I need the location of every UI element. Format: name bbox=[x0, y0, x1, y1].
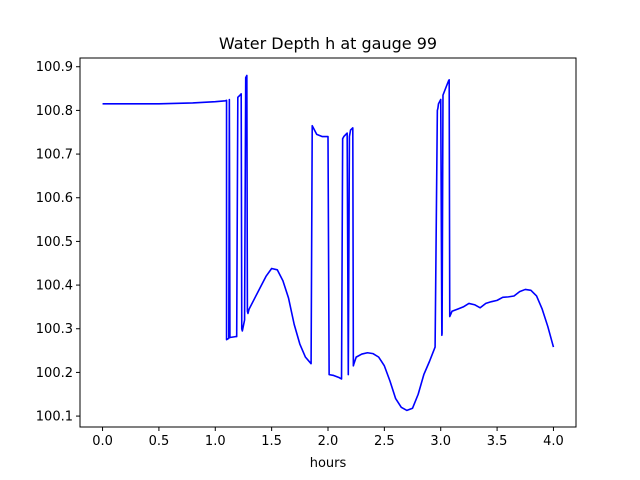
x-tick-label: 0.0 bbox=[92, 434, 113, 449]
x-tick-label: 2.5 bbox=[374, 434, 395, 449]
plot-frame bbox=[79, 57, 577, 428]
chart-title: Water Depth h at gauge 99 bbox=[219, 34, 437, 53]
x-tick-label: 0.5 bbox=[149, 434, 170, 449]
y-tick-label: 100.9 bbox=[36, 60, 73, 75]
x-tick-label: 2.0 bbox=[318, 434, 339, 449]
series-line-0 bbox=[102, 74, 555, 412]
y-tick-label: 100.6 bbox=[36, 191, 73, 206]
y-tick-label: 100.7 bbox=[36, 148, 73, 163]
y-tick-label: 100.1 bbox=[36, 410, 73, 425]
y-tick-label: 100.8 bbox=[36, 104, 73, 119]
x-tick-label: 4.0 bbox=[543, 434, 564, 449]
x-axis: 0.0 0.5 1.0 1.5 2.0 2.5 3.0 3.5 4.0 bbox=[92, 427, 564, 449]
y-axis: 100.1 100.2 100.3 100.4 100.5 100.6 100.7 100.8… bbox=[36, 60, 80, 425]
x-tick-label: 3.0 bbox=[430, 434, 451, 449]
y-tick-label: 100.2 bbox=[36, 366, 73, 381]
x-tick-label: 3.5 bbox=[487, 434, 508, 449]
x-tick-label: 1.0 bbox=[205, 434, 226, 449]
x-axis-label: hours bbox=[310, 456, 347, 471]
y-tick-label: 100.5 bbox=[36, 235, 73, 250]
x-tick-label: 1.5 bbox=[261, 434, 282, 449]
plot-area bbox=[102, 74, 555, 412]
y-tick-label: 100.4 bbox=[36, 279, 73, 294]
y-tick-label: 100.3 bbox=[36, 322, 73, 337]
